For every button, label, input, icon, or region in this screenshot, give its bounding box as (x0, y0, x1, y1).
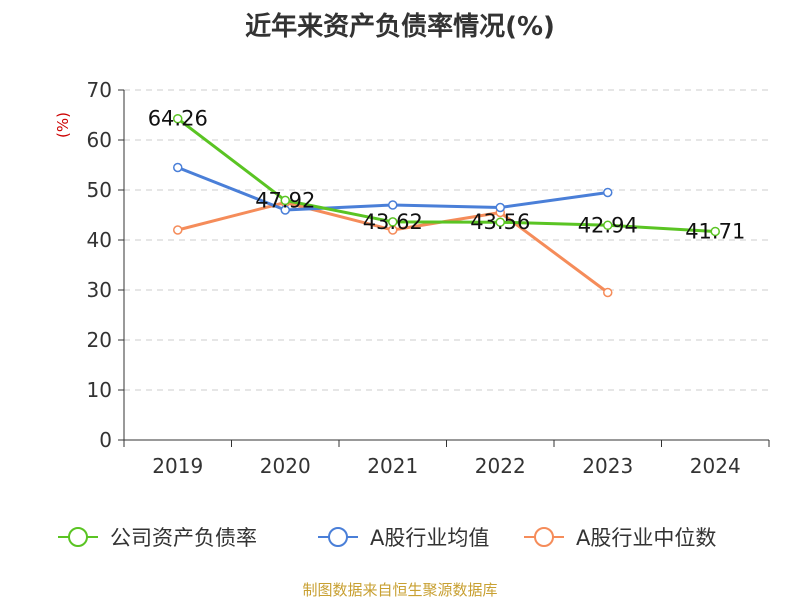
data-point (388, 200, 398, 210)
y-tick-label: 10 (87, 378, 112, 402)
x-tick-label: 2019 (152, 454, 203, 478)
y-axis-unit-label: (%) (54, 112, 72, 138)
data-point (495, 217, 505, 227)
chart-title: 近年来资产负债率情况(%) (245, 12, 555, 42)
data-label: 41.71 (685, 219, 745, 243)
y-tick-label: 50 (87, 178, 112, 202)
data-point (173, 162, 183, 173)
data-label: 64.26 (148, 107, 208, 131)
legend-label: A股行业中位数 (576, 526, 716, 550)
x-tick-label: 2020 (260, 454, 311, 478)
data-point (710, 226, 720, 237)
data-labels: 64.26 47.92 43.62 43.56 42.94 41.71 (148, 107, 746, 244)
axes: 0 10 20 30 40 50 60 70 2019 2020 2021 2022 2023 2024 (… (54, 78, 770, 478)
data-point (388, 217, 398, 227)
data-point (603, 187, 613, 198)
legend-marker (68, 527, 88, 547)
source-note: 制图数据来自恒生聚源数据库 (302, 581, 498, 599)
data-label: 43.56 (470, 210, 530, 234)
data-point (603, 287, 613, 298)
y-tick-label: 70 (87, 78, 112, 102)
x-tick-label: 2024 (690, 454, 741, 478)
data-label: 43.62 (363, 210, 423, 234)
data-point (603, 220, 613, 231)
data-label: 42.94 (578, 213, 638, 237)
data-point (495, 202, 505, 213)
legend-label: A股行业均值 (370, 526, 489, 550)
data-point (280, 205, 290, 215)
y-tick-label: 0 (99, 428, 112, 452)
x-tick-label: 2022 (475, 454, 526, 478)
x-tick-label: 2023 (582, 454, 633, 478)
y-tick-label: 30 (87, 278, 112, 302)
data-point (280, 195, 290, 206)
x-tick-label: 2021 (367, 454, 418, 478)
legend-marker (328, 527, 348, 547)
data-point (173, 113, 183, 124)
series-lines (173, 113, 720, 298)
legend-marker (534, 527, 554, 547)
legend: 公司资产负债率 A股行业均值 A股行业中位数 (58, 526, 716, 550)
legend-label: 公司资产负债率 (110, 526, 257, 550)
y-tick-label: 20 (87, 328, 112, 352)
data-label: 47.92 (255, 188, 315, 212)
data-point (173, 225, 183, 235)
grid-lines (124, 89, 769, 391)
y-tick-label: 40 (87, 228, 112, 252)
series-line (176, 117, 716, 233)
y-tick-label: 60 (87, 128, 112, 152)
